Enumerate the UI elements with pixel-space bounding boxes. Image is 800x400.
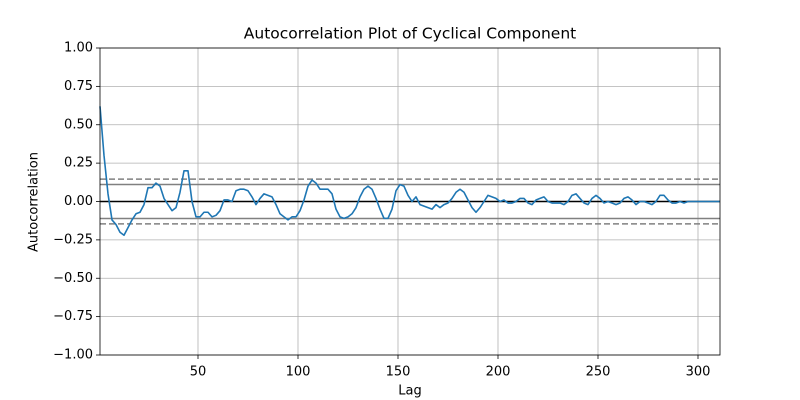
y-tick-label: −0.25 — [53, 232, 93, 247]
y-tick-label: 0.25 — [64, 156, 93, 171]
x-axis-label: Lag — [398, 384, 421, 399]
y-axis-label: Autocorrelation — [27, 152, 42, 252]
chart-title: Autocorrelation Plot of Cyclical Compone… — [244, 25, 576, 43]
y-tick-label: 0.50 — [64, 117, 93, 132]
y-tick-label: −0.75 — [53, 309, 93, 324]
x-tick-label: 250 — [586, 365, 611, 380]
x-tick-label: 100 — [286, 365, 311, 380]
x-tick-label: 200 — [486, 365, 511, 380]
y-tick-label: −1.00 — [53, 348, 93, 363]
y-tick-label: −0.50 — [53, 271, 93, 286]
x-tick-label: 150 — [386, 365, 411, 380]
y-tick-label: 0.75 — [64, 79, 93, 94]
y-tick-label: 1.00 — [64, 41, 93, 56]
plot-frame — [99, 47, 721, 356]
x-tick-label: 300 — [686, 365, 711, 380]
y-tick-label: 0.00 — [64, 194, 93, 209]
x-tick-label: 50 — [190, 365, 207, 380]
data-line — [99, 106, 720, 237]
